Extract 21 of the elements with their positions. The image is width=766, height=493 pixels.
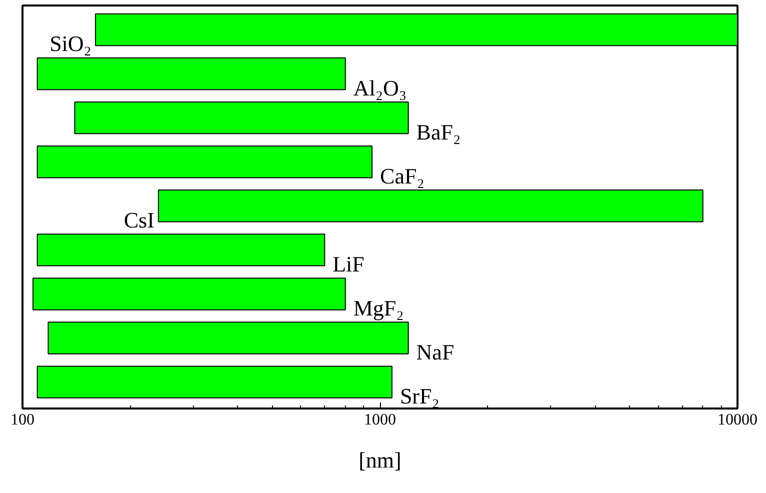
x-tick-label: 1000 [364,412,396,428]
y-tick-label: CaF₂ [380,163,424,188]
x-axis-title: [nm] [358,448,402,472]
y-tick-label: Al₂O₃ [353,75,407,100]
x-tick-label: 100 [10,412,34,428]
y-tick-label: NaF [416,340,454,365]
x-tick-label: 10000 [718,412,758,428]
bar [36,366,392,398]
y-tick-label: SrF₂ [400,384,440,409]
y-tick-label: SiO₂ [50,31,92,56]
y-tick-label: CsI [124,207,154,232]
y-tick-label: LiF [332,251,364,276]
bar [36,57,346,90]
bar [36,234,326,266]
bar [158,190,704,222]
y-tick-label: MgF₂ [353,295,404,320]
bar [32,278,346,310]
bar [74,101,409,134]
y-tick-label: BaF₂ [416,119,461,144]
bar [48,322,409,354]
bar [36,146,373,178]
